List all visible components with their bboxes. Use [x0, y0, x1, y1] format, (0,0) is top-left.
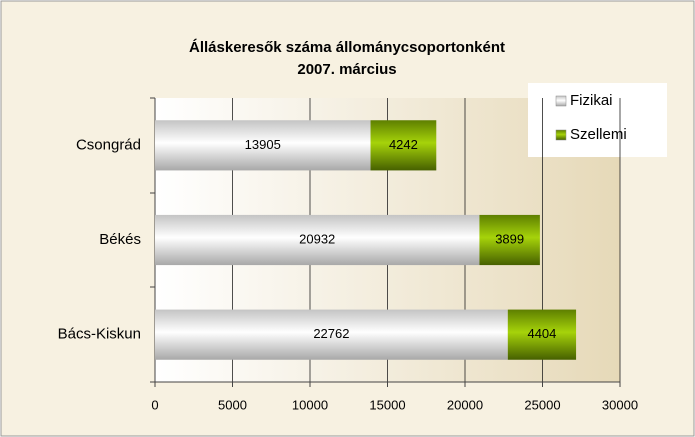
x-tick-label: 10000 [292, 397, 328, 412]
bar-segment [155, 120, 371, 171]
legend-label: Szellemi [570, 126, 627, 143]
data-label: 13905 [245, 137, 281, 152]
y-tick-label: Békés [99, 231, 141, 248]
bar-segment [507, 309, 577, 360]
data-label: 4404 [527, 326, 556, 341]
data-label: 4242 [389, 137, 418, 152]
y-axis-ticks [150, 97, 155, 383]
legend-swatch [555, 95, 567, 107]
x-tick-label: 25000 [524, 397, 560, 412]
x-tick-label: 20000 [447, 397, 483, 412]
x-tick-label: 0 [151, 397, 158, 412]
x-tick-label: 15000 [369, 397, 405, 412]
bar-segment [155, 214, 480, 266]
legend [528, 83, 667, 157]
x-tick-label: 30000 [602, 397, 638, 412]
bar-segment [370, 120, 437, 171]
chart-subtitle: 2007. március [297, 61, 396, 78]
y-tick-label: Csongrád [76, 136, 141, 153]
data-label: 20932 [299, 231, 335, 246]
legend-label: Fizikai [570, 92, 613, 109]
chart-title: Álláskeresők száma állománycsoportonként [189, 39, 505, 56]
bar-segment [479, 214, 540, 266]
data-label: 3899 [495, 231, 524, 246]
x-tick-label: 5000 [218, 397, 247, 412]
bar-segment [155, 309, 508, 360]
y-tick-label: Bács-Kiskun [58, 326, 141, 343]
data-label: 22762 [313, 326, 349, 341]
legend-swatch [555, 129, 567, 141]
